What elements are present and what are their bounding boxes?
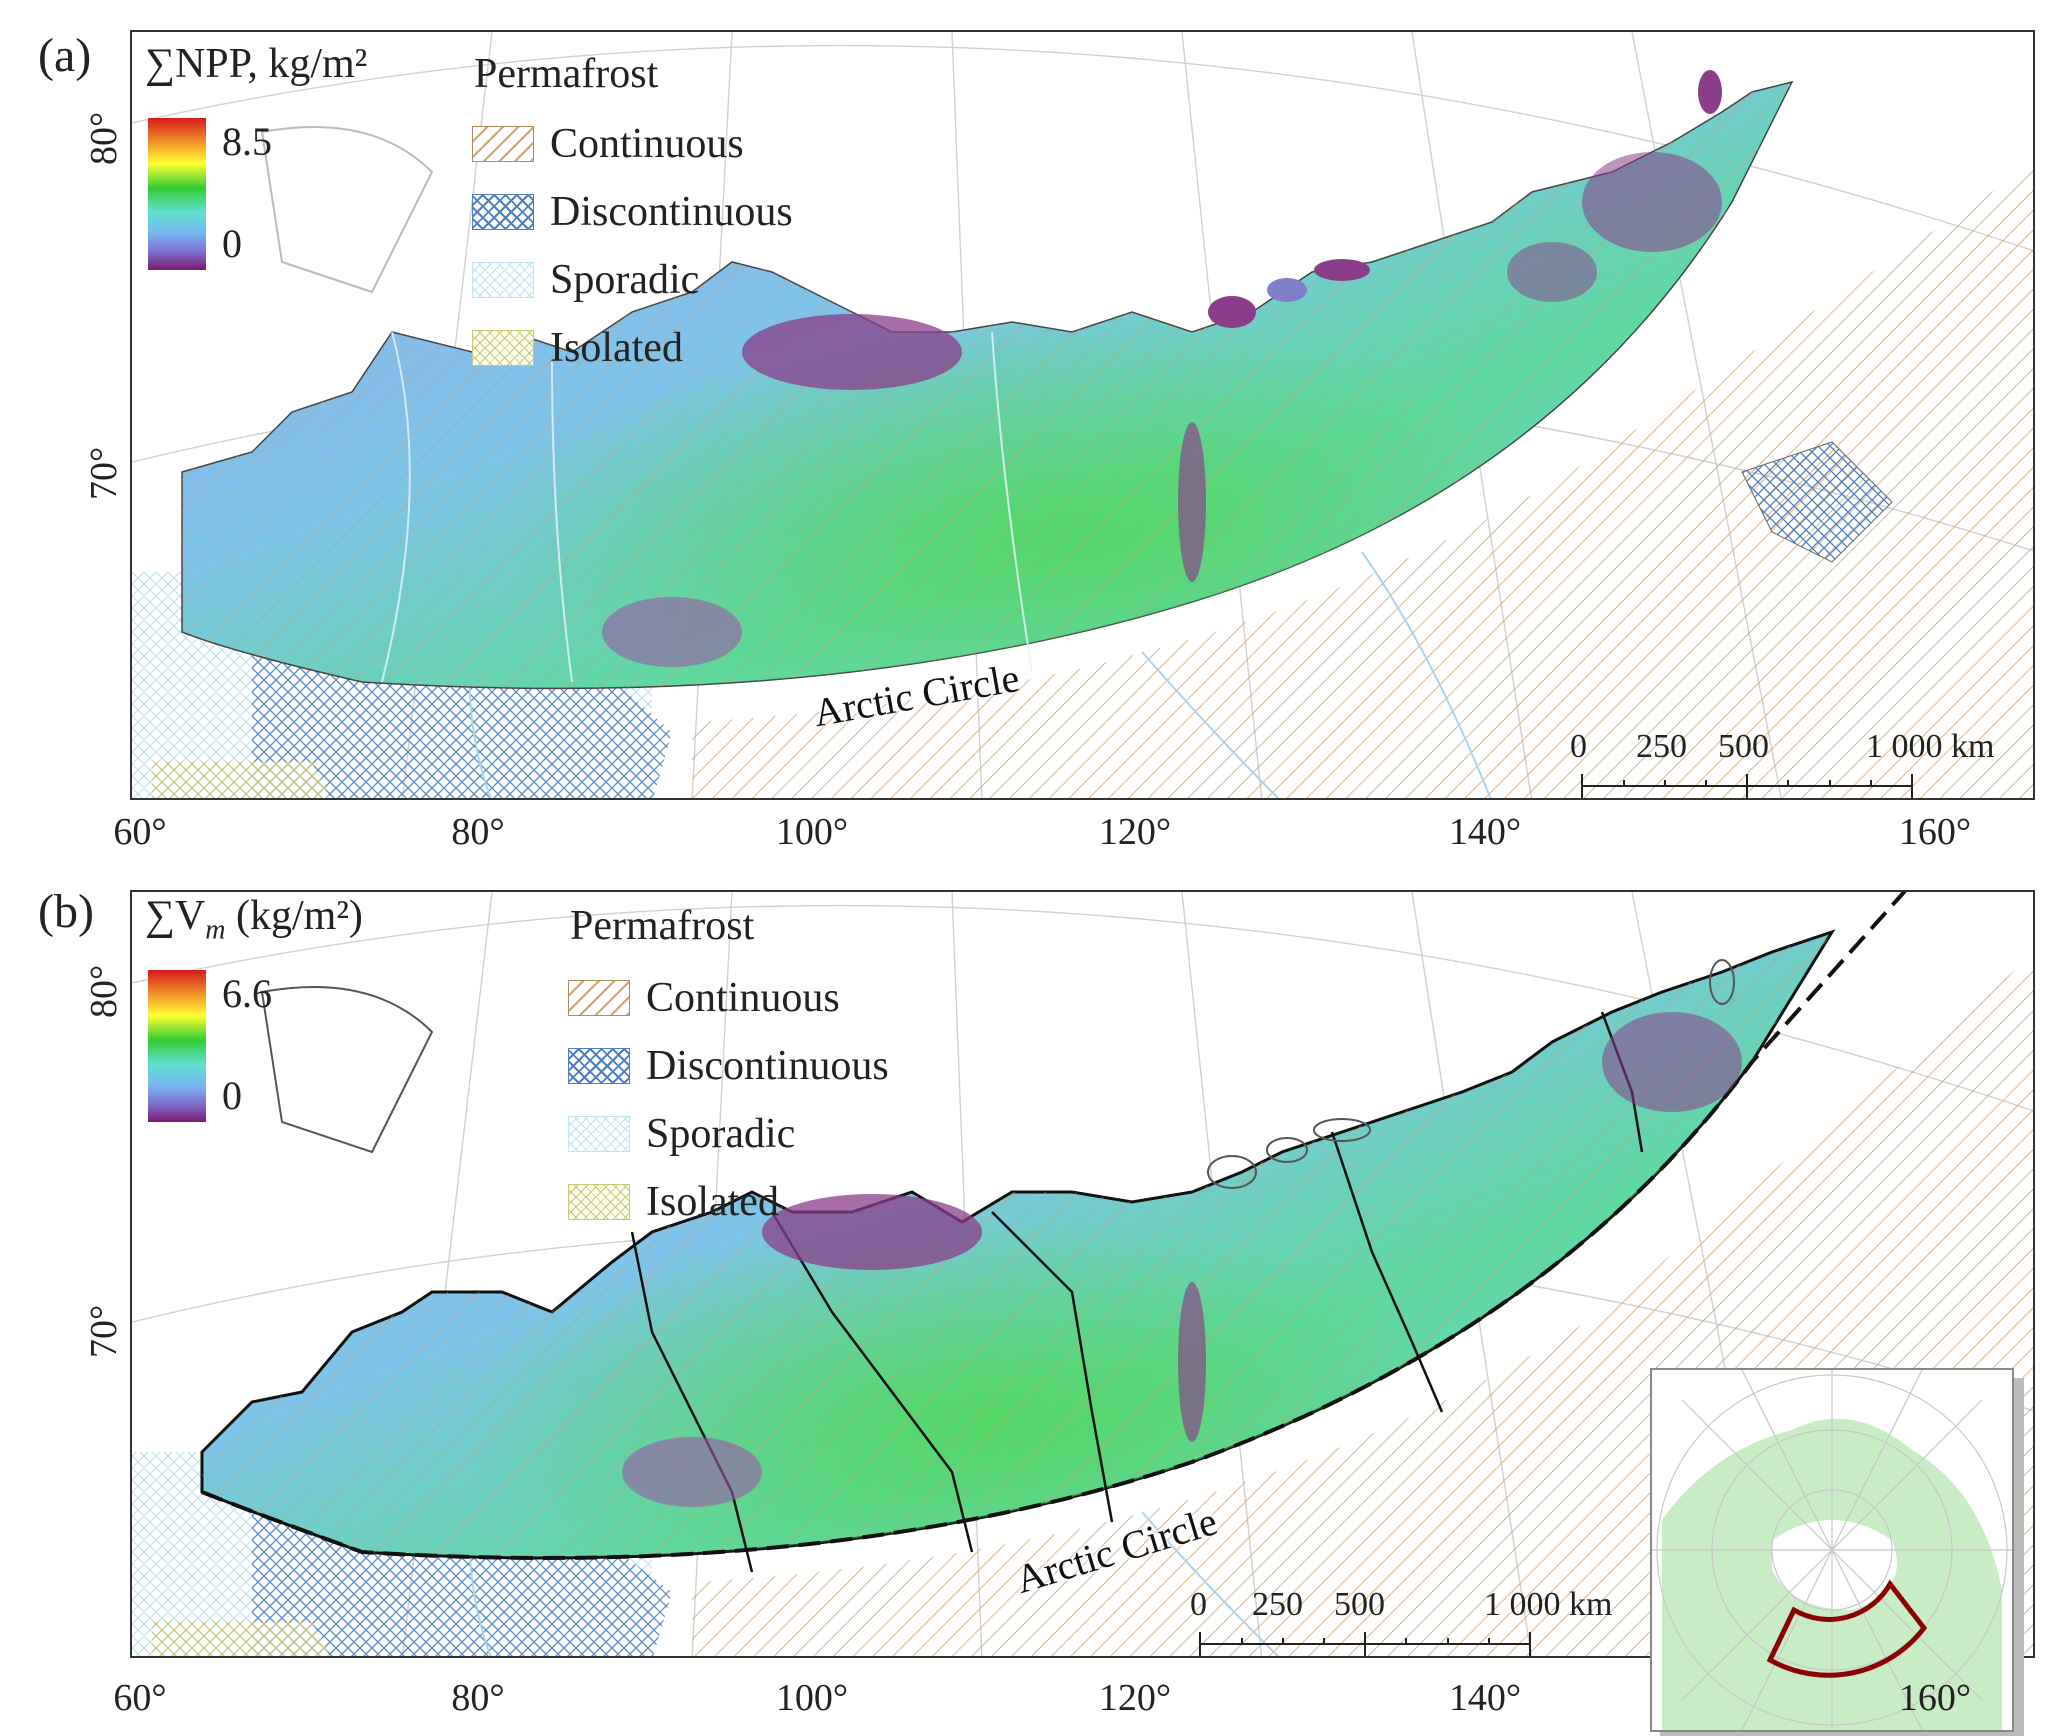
legend-continuous: Continuous	[472, 118, 744, 170]
lon-label-160: 160°	[1898, 811, 1972, 853]
colorbar	[148, 970, 206, 1122]
inset-study-area	[1766, 1579, 1928, 1678]
scale-label-1000: 1 000 km	[1866, 728, 1995, 765]
legend-sporadic: Sporadic	[472, 254, 699, 306]
sporadic-swatch	[472, 262, 534, 298]
lon-label-100: 100°	[775, 811, 849, 853]
lat-label-70: 70°	[83, 446, 125, 500]
isolated-swatch	[568, 1184, 630, 1220]
lon-label-120: 120°	[1098, 811, 1172, 853]
byrranga-mountains	[742, 314, 962, 390]
scale-label-250: 250	[1252, 1586, 1303, 1623]
lon-label-80: 80°	[451, 811, 505, 853]
lat-label-70: 70°	[83, 1304, 125, 1358]
lon-label-120: 120°	[1098, 1677, 1172, 1719]
isolated-zone	[152, 1622, 330, 1656]
colorbar-min: 0	[222, 1073, 242, 1118]
colorbar	[148, 118, 206, 270]
isolated-swatch	[472, 330, 534, 366]
discontinuous-swatch	[472, 194, 534, 230]
isolated-zone	[152, 762, 330, 798]
inset-locator-map	[1650, 1368, 2014, 1732]
discontinuous-swatch	[568, 1048, 630, 1084]
lon-label-60: 60°	[113, 811, 167, 853]
arctic-circle-line	[201, 892, 1907, 1560]
permafrost-title: Permafrost	[570, 903, 755, 949]
lon-label-160: 160°	[1898, 1677, 1972, 1719]
lon-label-100: 100°	[775, 1677, 849, 1719]
islands	[260, 959, 1735, 1189]
inset-svg	[1652, 1369, 2012, 1731]
sporadic-swatch	[568, 1116, 630, 1152]
continuous-swatch	[568, 980, 630, 1016]
panel-b-label: (b)	[38, 885, 94, 938]
lon-label-140: 140°	[1448, 811, 1522, 853]
colorbar-max: 8.5	[222, 119, 272, 164]
lat-label-80: 80°	[83, 111, 125, 165]
colorbar-title: ∑NPP, kg/m²	[145, 41, 368, 87]
byrranga-mountains	[762, 1194, 982, 1270]
continuous-swatch	[472, 126, 534, 162]
colorbar-title: ∑Vm (kg/m²)	[145, 893, 363, 946]
legend-isolated: Isolated	[568, 1176, 779, 1228]
scale-label-0: 0	[1190, 1586, 1207, 1623]
legend-sporadic: Sporadic	[568, 1108, 795, 1160]
scale-label-1000: 1 000 km	[1484, 1586, 1613, 1623]
lon-label-60: 60°	[113, 1677, 167, 1719]
legend-isolated: Isolated	[472, 322, 683, 374]
panel-b-map	[130, 890, 2035, 1658]
colorbar-max: 6.6	[222, 971, 272, 1016]
legend-discontinuous: Discontinuous	[472, 186, 793, 238]
lon-label-140: 140°	[1448, 1677, 1522, 1719]
scale-bar	[1581, 774, 1913, 798]
permafrost-title: Permafrost	[474, 51, 659, 97]
continuous-zone	[692, 164, 2033, 798]
panel-a-map	[130, 30, 2035, 800]
lat-label-80: 80°	[83, 964, 125, 1018]
panel-b: (b)	[0, 868, 2057, 1736]
scale-bar	[1199, 1632, 1531, 1656]
scale-label-250: 250	[1636, 728, 1687, 765]
panel-a-label: (a)	[38, 29, 92, 82]
panel-a: (a)	[38, 29, 2035, 853]
legend-discontinuous: Discontinuous	[568, 1040, 889, 1092]
panel-a-map-svg	[132, 32, 2033, 798]
scale-label-500: 500	[1334, 1586, 1385, 1623]
colorbar-min: 0	[222, 221, 242, 266]
scale-label-0: 0	[1570, 728, 1587, 765]
scale-label-500: 500	[1718, 728, 1769, 765]
lon-label-80: 80°	[451, 1677, 505, 1719]
legend-continuous: Continuous	[568, 972, 840, 1024]
